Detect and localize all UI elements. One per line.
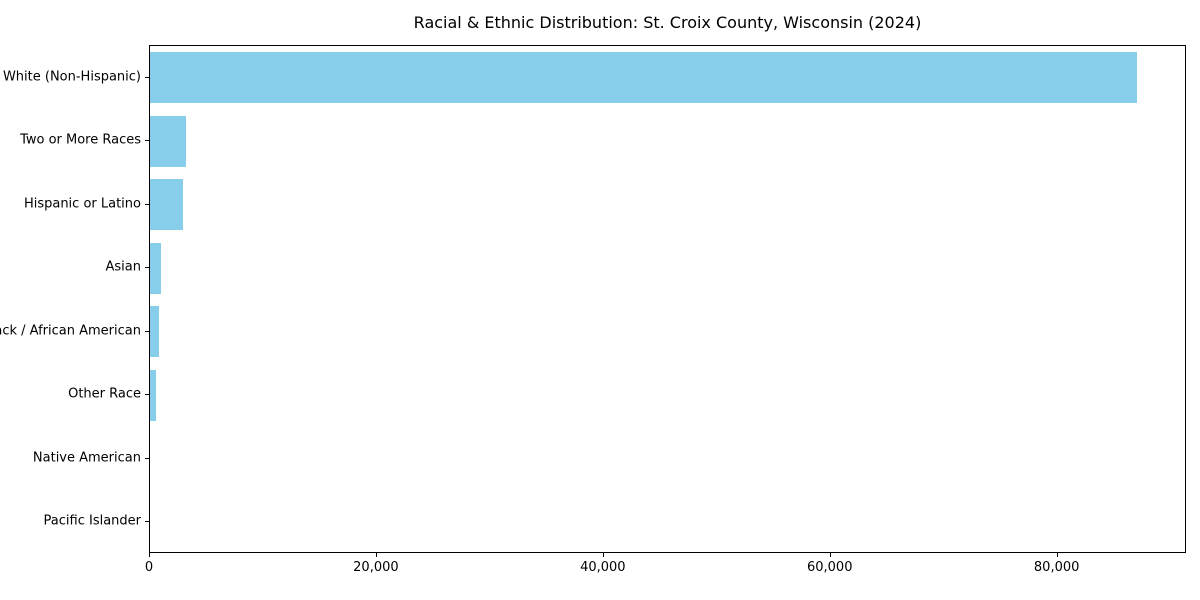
bar <box>150 306 160 358</box>
y-tick-label: Black / African American <box>0 323 141 339</box>
y-tick-mark <box>145 267 149 269</box>
x-tick-label: 20,000 <box>353 560 399 575</box>
x-tick-mark <box>149 553 150 557</box>
x-tick-mark <box>1056 553 1058 557</box>
y-tick-mark <box>145 457 149 459</box>
y-tick-label: Other Race <box>68 386 141 402</box>
x-tick-mark <box>829 553 831 557</box>
y-tick-mark <box>145 394 149 396</box>
y-tick-label: Asian <box>105 259 141 275</box>
x-tick-label: 60,000 <box>806 560 853 575</box>
y-tick-mark <box>145 76 149 78</box>
y-tick-label: White (Non-Hispanic) <box>2 69 141 85</box>
bar <box>150 52 1138 104</box>
y-tick-label: Native American <box>32 450 141 466</box>
y-tick-label: Pacific Islander <box>43 513 141 529</box>
bar <box>150 179 183 231</box>
y-tick-label: Hispanic or Latino <box>23 196 141 212</box>
chart-title: Racial & Ethnic Distribution: St. Croix … <box>413 13 922 32</box>
bar <box>150 242 161 294</box>
bar <box>150 369 157 421</box>
x-tick-label: 0 <box>144 560 154 575</box>
plot-area <box>149 45 1186 553</box>
x-tick-label: 40,000 <box>580 560 626 575</box>
y-tick-mark <box>145 521 149 523</box>
x-tick-mark <box>602 553 604 557</box>
y-tick-mark <box>145 203 149 205</box>
bar <box>150 115 186 167</box>
x-tick-mark <box>375 553 377 557</box>
y-tick-mark <box>145 140 149 142</box>
x-tick-label: 80,000 <box>1033 560 1080 575</box>
y-tick-mark <box>145 330 149 332</box>
y-tick-label: Two or More Races <box>20 132 141 148</box>
